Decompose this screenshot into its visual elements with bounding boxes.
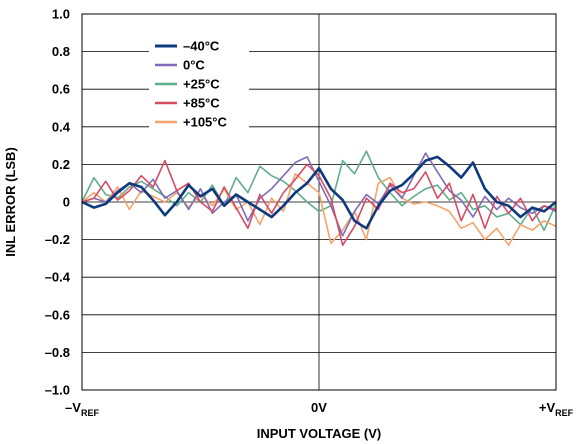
legend-label: +85°C bbox=[183, 96, 220, 111]
x-axis-label: INPUT VOLTAGE (V) bbox=[257, 426, 381, 441]
x-tick-label: +VREF bbox=[539, 400, 574, 418]
y-tick-label: –0.8 bbox=[45, 345, 70, 360]
legend-label: –40°C bbox=[183, 39, 220, 54]
series-line-1 bbox=[81, 152, 557, 237]
y-tick-label: 0.4 bbox=[52, 119, 71, 134]
legend: –40°C 0°C +25°C +85°C +105°C bbox=[155, 39, 227, 130]
series-line-2 bbox=[81, 150, 557, 231]
y-tick-label: 0.8 bbox=[52, 44, 70, 59]
y-axis-tick-labels: 1.0 0.8 0.6 0.4 0.2 0 –0.2 –0.4 –0.6 –0.8 –1.0 bbox=[45, 7, 71, 398]
series-line-4 bbox=[81, 173, 557, 246]
x-tick-label: 0V bbox=[311, 400, 327, 415]
series-lines bbox=[81, 150, 557, 246]
legend-label: 0°C bbox=[183, 58, 205, 73]
legend-label: +25°C bbox=[183, 77, 220, 92]
y-tick-label: –0.2 bbox=[45, 232, 70, 247]
y-tick-label: –0.4 bbox=[45, 270, 71, 285]
series-line-3 bbox=[81, 159, 557, 246]
y-tick-label: 0.6 bbox=[52, 82, 70, 97]
y-tick-label: –0.6 bbox=[45, 307, 70, 322]
x-tick-label: –VREF bbox=[65, 400, 99, 418]
plot-frame bbox=[81, 13, 557, 391]
y-axis-label: INL ERROR (LSB) bbox=[3, 147, 18, 257]
y-tick-label: 1.0 bbox=[52, 7, 70, 22]
y-tick-label: 0.2 bbox=[52, 157, 70, 172]
series-line-0 bbox=[81, 155, 557, 230]
legend-label: +105°C bbox=[183, 115, 227, 130]
y-tick-label: –1.0 bbox=[45, 383, 70, 398]
x-axis-tick-labels: –VREF 0V +VREF bbox=[65, 400, 574, 418]
y-tick-label: 0 bbox=[63, 195, 70, 210]
